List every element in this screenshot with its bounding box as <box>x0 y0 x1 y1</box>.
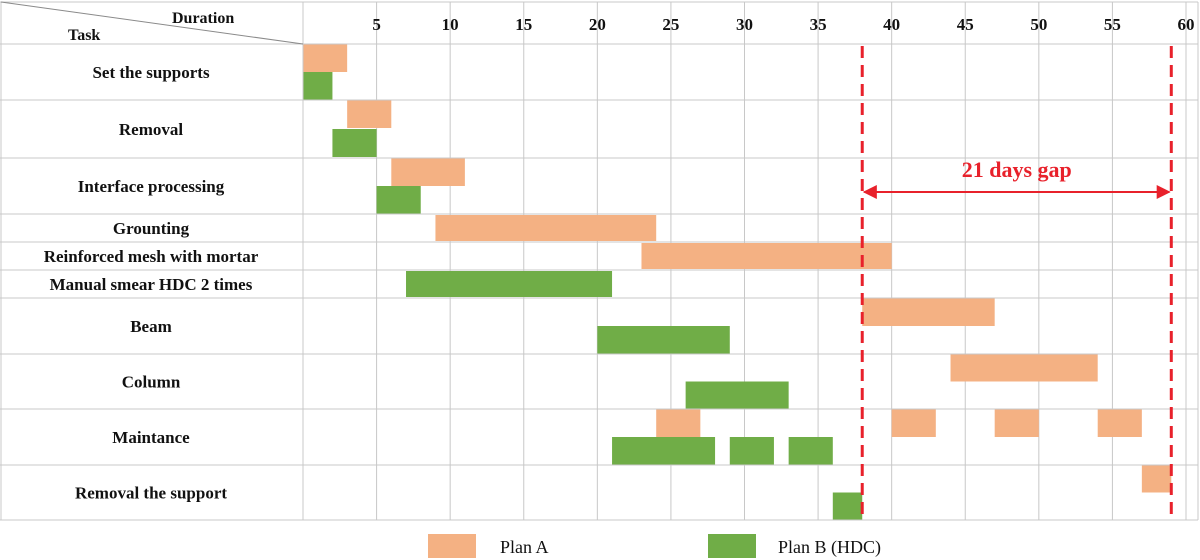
tick-label: 50 <box>1030 15 1047 34</box>
bar-plan-a <box>435 215 657 241</box>
bar-plan-b <box>332 129 377 157</box>
bar-plan-a <box>862 298 995 326</box>
bar-plan-a <box>994 409 1039 437</box>
task-label: Removal the support <box>75 484 227 503</box>
task-label: Maintance <box>112 428 190 447</box>
bar-plan-b <box>612 437 716 465</box>
tick-label: 55 <box>1104 15 1121 34</box>
bar-plan-a <box>1097 409 1142 437</box>
bar-plan-a <box>891 409 936 437</box>
tick-label: 60 <box>1178 15 1195 34</box>
tick-label: 25 <box>662 15 679 34</box>
tick-label: 40 <box>883 15 900 34</box>
bar-plan-b <box>406 271 613 297</box>
bar-plan-a <box>347 100 392 128</box>
task-label: Column <box>122 373 181 392</box>
task-label: Interface processing <box>78 177 225 196</box>
header-cell: Duration Task <box>68 10 234 44</box>
tick-label: 35 <box>810 15 827 34</box>
task-label: Set the supports <box>92 63 210 82</box>
bar-plan-b <box>788 437 833 465</box>
gap-annotation: 21 days gap <box>860 46 1173 520</box>
tick-label: 45 <box>957 15 974 34</box>
table-borders <box>0 1 1199 521</box>
legend-label: Plan B (HDC) <box>778 537 881 558</box>
header-diagonal <box>0 1 304 45</box>
bars <box>303 44 1172 520</box>
bar-plan-a <box>1141 465 1172 493</box>
task-labels: Set the supports Removal Interface process… <box>44 63 259 503</box>
legend-swatch-plan-a <box>428 534 476 558</box>
task-label: Reinforced mesh with mortar <box>44 247 259 266</box>
x-tick-labels: 5 10 15 20 25 30 35 40 45 50 55 60 <box>372 15 1194 34</box>
legend-label: Plan A <box>500 537 549 557</box>
bar-plan-a <box>303 44 348 72</box>
task-label: Beam <box>130 317 172 336</box>
duration-header: Duration <box>172 10 234 27</box>
tick-label: 10 <box>442 15 459 34</box>
bar-plan-a <box>656 409 701 437</box>
gap-label: 21 days gap <box>962 157 1072 182</box>
task-label: Manual smear HDC 2 times <box>50 275 253 294</box>
task-header: Task <box>68 27 100 44</box>
bar-plan-a <box>950 354 1098 382</box>
tick-label: 15 <box>515 15 532 34</box>
tick-label: 5 <box>372 15 381 34</box>
bar-plan-b <box>597 326 730 354</box>
legend: Plan A Plan B (HDC) <box>428 534 881 558</box>
bar-plan-b <box>685 381 789 409</box>
bar-plan-b <box>729 437 774 465</box>
bar-plan-b <box>303 72 333 100</box>
task-label: Removal <box>119 120 183 139</box>
task-label: Grounting <box>113 219 190 238</box>
bar-plan-b <box>376 186 421 214</box>
bar-plan-b <box>832 492 863 520</box>
legend-swatch-plan-b <box>708 534 756 558</box>
bar-plan-a <box>641 243 892 269</box>
tick-label: 30 <box>736 15 753 34</box>
tick-label: 20 <box>589 15 606 34</box>
bar-plan-a <box>391 158 465 186</box>
